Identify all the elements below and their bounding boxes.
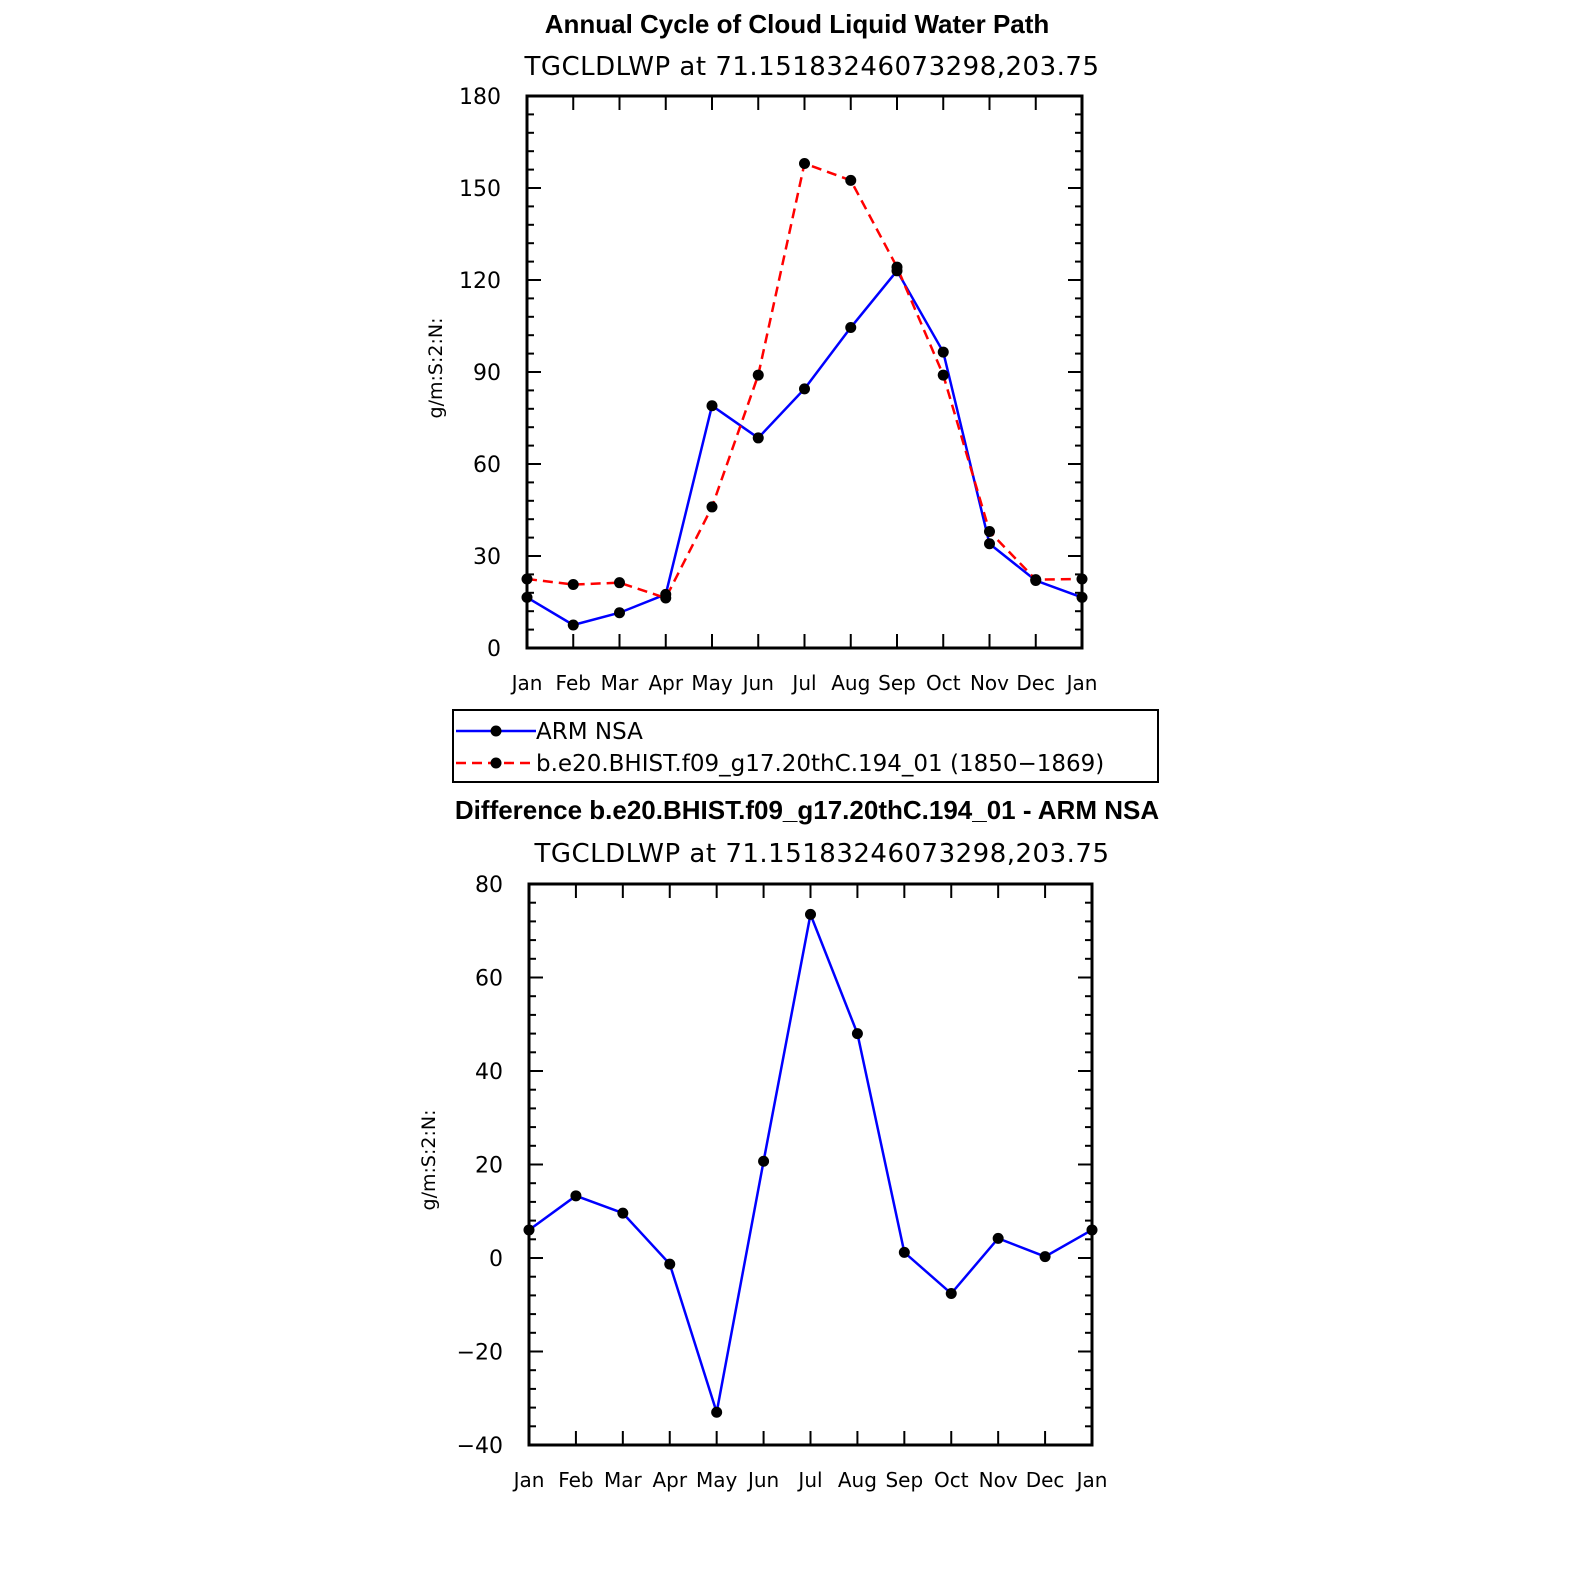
- chart1-xtick-label: Aug: [831, 671, 870, 695]
- chart1-xtick-label: Jul: [790, 671, 816, 695]
- chart1-xtick-label: Apr: [648, 671, 683, 695]
- chart2-xtick-label: Oct: [934, 1468, 969, 1492]
- chart1-series-0-point: [521, 591, 533, 603]
- chart2-subtitle: TGCLDLWP at 71.15183246073298,203.75: [533, 839, 1109, 869]
- chart2-series-0-point: [945, 1288, 957, 1300]
- chart1-series-1-point: [845, 174, 857, 186]
- chart2-xtick-label: Jan: [512, 1468, 545, 1492]
- chart2-series-0-point: [664, 1258, 676, 1270]
- legend-label-arm: ARM NSA: [536, 719, 643, 745]
- chart2-ytick-label: 60: [475, 967, 503, 992]
- chart1-ytick-label: 120: [459, 269, 501, 294]
- chart1-frame: [525, 94, 1084, 650]
- chart2-series-0-point: [617, 1207, 629, 1219]
- chart2-xtick-label: Dec: [1026, 1468, 1065, 1492]
- chart1-series-1-point: [521, 573, 533, 585]
- chart1-ytick-label: 150: [459, 177, 501, 202]
- chart2-xtick-label: Nov: [979, 1468, 1018, 1492]
- chart1-series-line-0: [526, 268, 1083, 627]
- chart1-series-line-1: [526, 161, 1083, 600]
- chart1-ylabel: g/m:S:2:N:: [425, 318, 447, 419]
- chart1-xtick-label: Mar: [601, 671, 640, 695]
- chart2-series-0-point: [711, 1406, 723, 1418]
- chart2-xtick-label: Jan: [1075, 1468, 1108, 1492]
- chart1-series-0-point: [752, 432, 764, 444]
- chart2-series-0-point: [805, 908, 816, 920]
- chart2-ytick-label: 40: [475, 1060, 503, 1085]
- chart1-series-0-point: [1076, 591, 1088, 603]
- chart1-ytick-label: 0: [487, 637, 501, 662]
- chart1-series-0-point: [706, 400, 718, 412]
- legend-marker-arm: [490, 725, 502, 737]
- chart1-series-0-point: [567, 619, 579, 631]
- chart2-series-0-point: [758, 1155, 770, 1167]
- chart2-series-0-point: [1039, 1251, 1051, 1263]
- chart1-xtick-label: Jan: [1065, 671, 1098, 695]
- chart2-plot: −40 −20 0 20 40 60 80 Jan Feb Mar Apr May Jun Jul Aug S…: [457, 873, 1108, 1492]
- chart2-ytick-label: 0: [489, 1247, 503, 1272]
- chart1-series-1-point: [891, 261, 903, 273]
- chart2-xtick-label: Jun: [746, 1468, 779, 1492]
- chart1-xtick-label: Jun: [741, 671, 774, 695]
- chart2-ytick-label: 80: [475, 873, 503, 898]
- chart1-series-1-point: [937, 369, 949, 381]
- chart2-xtick-label: Sep: [885, 1468, 923, 1492]
- chart1-series-0-point: [984, 538, 995, 550]
- chart2-series-line-0: [528, 909, 1093, 1413]
- chart1-ytick-label: 60: [473, 453, 501, 478]
- chart2-ytick-label: −40: [457, 1434, 503, 1459]
- chart1-series-1-point: [1076, 573, 1088, 585]
- chart1-xtick-label: Jan: [510, 671, 543, 695]
- chart2-xtick-label: Jul: [796, 1468, 822, 1492]
- chart2-xtick-label: May: [696, 1468, 738, 1492]
- chart2-title: Difference b.e20.BHIST.f09_g17.20thC.194…: [455, 795, 1159, 825]
- chart1-series-0-point: [614, 607, 625, 619]
- chart1-ytick-label: 180: [459, 85, 501, 110]
- chart2-xtick-label: Apr: [652, 1468, 687, 1492]
- chart1-series-1-point: [1030, 574, 1042, 586]
- chart1-series-0-point: [799, 383, 810, 395]
- chart1-title: Annual Cycle of Cloud Liquid Water Path: [545, 9, 1050, 39]
- chart1-series-0-point: [845, 322, 857, 334]
- chart1-xtick-label: Dec: [1016, 671, 1055, 695]
- chart2-ylabel: g/m:S:2:N:: [418, 1110, 440, 1211]
- chart1-series-1-point: [706, 501, 718, 513]
- chart1-ytick-label: 90: [473, 361, 501, 386]
- chart1-xtick-label: May: [691, 671, 733, 695]
- chart1-series-1-point: [984, 525, 995, 537]
- chart1-series-1-point: [614, 577, 625, 589]
- chart1-subtitle: TGCLDLWP at 71.15183246073298,203.75: [523, 52, 1099, 82]
- chart1-series-1-point: [752, 369, 764, 381]
- chart2-series-0-point: [851, 1028, 863, 1040]
- chart2-frame: [527, 882, 1094, 1447]
- chart1-series-0-point: [937, 346, 949, 358]
- chart1-ytick-label: 30: [473, 545, 501, 570]
- chart1-xtick-label: Feb: [556, 671, 591, 695]
- chart1-series-1-point: [799, 157, 810, 169]
- chart2-xtick-label: Feb: [558, 1468, 593, 1492]
- chart1-series-1-point: [567, 579, 579, 591]
- chart2-ytick-label: −20: [457, 1341, 503, 1366]
- chart1-xtick-label: Nov: [970, 671, 1009, 695]
- chart2-series-0-point: [898, 1246, 910, 1258]
- chart1-plot: 0 30 60 90 120 150 180 Jan Feb Mar Apr May Jun Jul Aug…: [459, 85, 1097, 695]
- chart2-xtick-label: Aug: [838, 1468, 877, 1492]
- chart2-series-0-point: [1086, 1224, 1098, 1236]
- chart2-series-0-point: [992, 1232, 1004, 1244]
- chart2-ytick-label: 20: [475, 1154, 503, 1179]
- chart2-series-0-point: [523, 1224, 535, 1236]
- chart2-series-0-point: [570, 1190, 582, 1202]
- legend-marker-model: [490, 757, 502, 769]
- legend-label-model: b.e20.BHIST.f09_g17.20thC.194_01 (1850−1…: [536, 751, 1104, 777]
- chart1-xtick-label: Oct: [926, 671, 961, 695]
- chart1-xtick-label: Sep: [878, 671, 916, 695]
- legend-box: [452, 709, 1159, 783]
- chart1-series-1-point: [660, 592, 672, 604]
- chart2-xtick-label: Mar: [604, 1468, 643, 1492]
- legend: ARM NSA b.e20.BHIST.f09_g17.20thC.194_01…: [452, 709, 1159, 783]
